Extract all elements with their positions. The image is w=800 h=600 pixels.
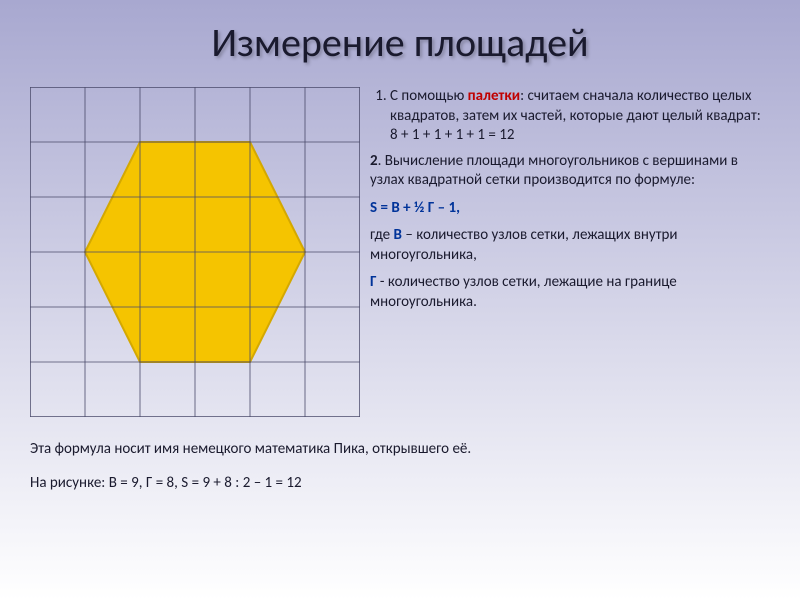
text-column: С помощью палетки: считаем сначала колич…	[370, 87, 770, 417]
method-2: 2. Вычисление площади многоугольников с …	[370, 152, 770, 191]
where-B: где В – количество узлов сетки, лежащих …	[370, 226, 770, 265]
pick-formula: S = B + ½ Г – 1,	[370, 199, 770, 219]
m1-keyword: палетки	[468, 87, 520, 105]
content-row: С помощью палетки: считаем сначала колич…	[30, 87, 770, 417]
where-word: где	[370, 226, 394, 244]
grid-svg	[30, 87, 360, 417]
slide-title: Измерение площадей	[30, 18, 770, 67]
slide: Измерение площадей С помощью палетки: сч…	[0, 0, 800, 600]
where-G: Г - количество узлов сетки, лежащие на г…	[370, 273, 770, 312]
B-label: В	[394, 226, 402, 244]
m1-prefix: С помощью	[390, 87, 468, 105]
example-calc: На рисунке: В = 9, Г = 8, S = 9 + 8 : 2 …	[30, 471, 770, 495]
G-desc: - количество узлов сетки, лежащие на гра…	[370, 273, 677, 311]
method-list: С помощью палетки: считаем сначала колич…	[370, 87, 770, 146]
method-1: С помощью палетки: считаем сначала колич…	[390, 87, 770, 146]
hexagon-grid-diagram	[30, 87, 360, 417]
m2-body: . Вычисление площади многоугольников с в…	[370, 152, 738, 190]
B-desc: – количество узлов сетки, лежащих внутри…	[370, 226, 678, 264]
bottom-text: Эта формула носит имя немецкого математи…	[30, 437, 770, 495]
attribution: Эта формула носит имя немецкого математи…	[30, 437, 770, 461]
m2-num: 2	[370, 152, 378, 170]
